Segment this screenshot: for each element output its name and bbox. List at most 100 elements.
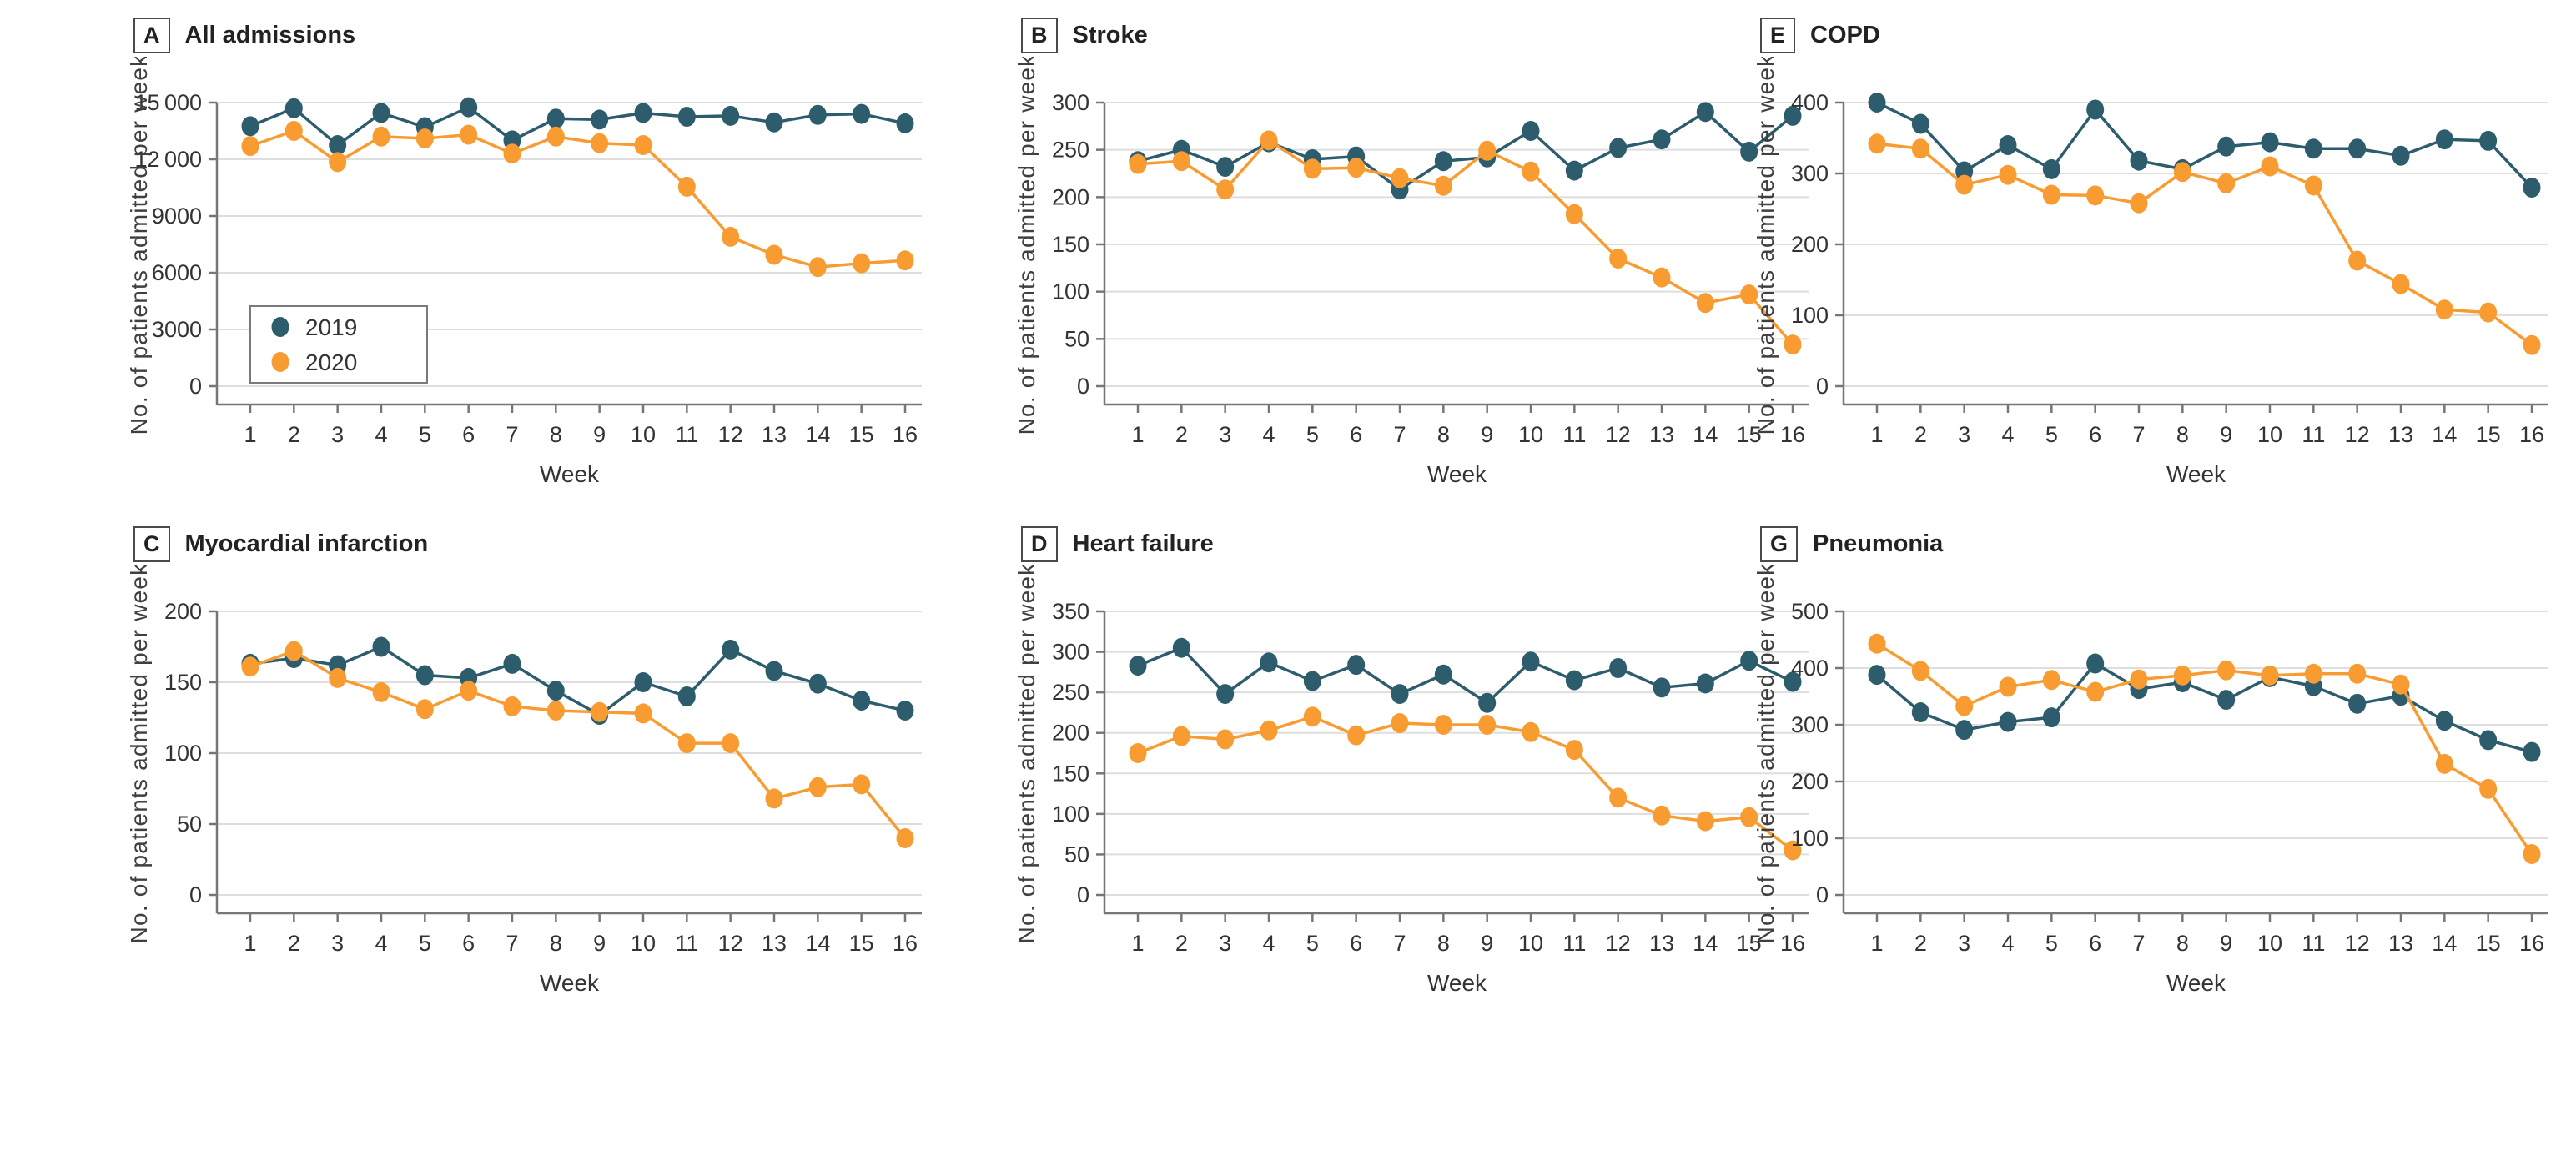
x-tick-label: 14 (2432, 931, 2457, 956)
data-point-2020-week-16 (1784, 840, 1802, 861)
y-tick-label: 50 (1064, 842, 1089, 867)
data-point-2019-week-6 (1347, 655, 1366, 676)
data-point-2019-week-3 (1216, 157, 1235, 178)
y-tick-label: 100 (1791, 826, 1829, 851)
data-point-2019-week-15 (2479, 730, 2498, 751)
data-point-2020-week-1 (1129, 743, 1147, 763)
data-point-2019-week-5 (2042, 158, 2060, 179)
series-line-2019 (1876, 101, 2533, 189)
x-tick-label: 14 (1693, 931, 1718, 956)
y-tick-label: 100 (164, 741, 202, 766)
series-line-2020 (249, 129, 906, 269)
data-point-2019-week-12 (1609, 138, 1628, 158)
x-tick-label: 9 (2220, 422, 2232, 447)
data-point-2019-week-14 (1696, 102, 1714, 123)
y-tick-label: 300 (1052, 90, 1089, 115)
panel-stroke: B Stroke 0 50 100 150 200 250 300 1 2 3 4 5 6 7 8 9 10 11… (1013, 13, 1830, 502)
x-tick-label: 1 (1131, 931, 1144, 956)
y-tick-label: 100 (1791, 303, 1829, 328)
x-tick-label: 4 (1262, 931, 1275, 956)
data-point-2019-week-16 (896, 113, 914, 133)
data-point-2019-week-14 (1696, 673, 1714, 694)
x-tick-label: 7 (506, 931, 518, 956)
data-point-2019-week-12 (722, 105, 740, 126)
y-tick-label: 0 (1077, 374, 1089, 399)
panel-copd: E COPD 0 100 200 300 400 1 2 3 4 5 6 7 8 9 10 11 12 13 14 1… (1752, 13, 2569, 502)
x-tick-label: 9 (593, 931, 606, 956)
y-tick-label: 200 (1052, 721, 1089, 746)
data-point-2020-week-6 (2086, 185, 2105, 206)
data-point-2019-week-10 (1522, 121, 1540, 141)
panel-letter-badge: A (133, 17, 170, 53)
legend-marker-2020 (271, 352, 289, 372)
data-point-2020-week-7 (2130, 193, 2148, 214)
data-point-2019-week-11 (677, 107, 696, 127)
data-point-2019-week-15 (853, 691, 871, 711)
x-tick-label: 13 (2388, 422, 2413, 447)
x-tick-label: 12 (1606, 931, 1631, 956)
x-tick-label: 8 (550, 931, 562, 956)
data-point-2019-week-4 (1999, 711, 2017, 732)
data-point-2019-week-13 (1653, 677, 1671, 698)
data-point-2019-week-16 (2523, 741, 2541, 762)
data-point-2019-week-11 (677, 686, 696, 706)
x-tick-label: 2 (1175, 931, 1188, 956)
x-tick-label: 3 (1219, 931, 1231, 956)
y-tick-label: 250 (1052, 138, 1089, 163)
data-point-2019-week-7 (1391, 684, 1409, 705)
data-point-2020-week-14 (808, 257, 827, 278)
y-axis-title: No. of patients admitted per week (1014, 565, 1039, 943)
x-tick-label: 1 (1131, 422, 1144, 447)
x-tick-label: 7 (506, 422, 518, 447)
x-tick-label: 13 (1649, 422, 1674, 447)
x-tick-label: 4 (2001, 422, 2014, 447)
data-point-2020-week-9 (591, 133, 609, 153)
y-tick-label: 50 (177, 812, 202, 837)
data-point-2020-week-9 (591, 701, 609, 722)
data-point-2019-week-2 (284, 98, 303, 118)
data-point-2020-week-3 (1216, 179, 1235, 200)
data-point-2019-week-4 (372, 103, 390, 123)
data-point-2019-week-3 (1955, 720, 1974, 741)
data-point-2019-week-16 (1784, 105, 1802, 126)
y-tick-label: 400 (1791, 656, 1829, 681)
series-line-2020 (1876, 642, 2533, 856)
data-point-2019-week-12 (722, 639, 740, 660)
data-point-2020-week-13 (2392, 674, 2410, 695)
data-point-2019-week-11 (1565, 160, 1583, 181)
data-point-2019-week-16 (896, 701, 914, 721)
x-tick-label: 13 (2388, 931, 2413, 956)
y-tick-label: 350 (1052, 599, 1089, 624)
y-tick-label: 250 (1052, 680, 1089, 705)
x-tick-label: 2 (1175, 422, 1188, 447)
data-point-2020-week-10 (2261, 156, 2279, 177)
data-point-2020-week-3 (1955, 696, 1974, 716)
data-point-2020-week-9 (1478, 715, 1497, 735)
y-tick-label: 300 (1052, 640, 1089, 665)
data-point-2020-week-5 (415, 128, 434, 149)
data-point-2020-week-2 (1911, 661, 1929, 681)
data-point-2020-week-7 (2130, 669, 2148, 690)
panel-heart-failure: D Heart failure 0 50 100 150 200 250 300 350 1 2 3… (1013, 522, 1830, 1011)
data-point-2020-week-9 (2217, 173, 2236, 194)
x-tick-label: 9 (1481, 931, 1493, 956)
data-point-2020-week-4 (1260, 130, 1278, 151)
data-point-2020-week-10 (1522, 161, 1540, 182)
data-point-2020-week-13 (765, 244, 783, 265)
x-tick-label: 11 (1562, 931, 1586, 956)
data-point-2020-week-14 (808, 777, 827, 797)
x-tick-label: 4 (375, 931, 387, 956)
y-tick-label: 150 (164, 670, 202, 695)
data-point-2020-week-15 (853, 253, 871, 274)
data-point-2020-week-4 (372, 681, 390, 702)
x-tick-label: 14 (805, 422, 830, 447)
x-tick-label: 1 (1870, 422, 1883, 447)
data-point-2020-week-6 (460, 681, 478, 701)
data-point-2019-week-14 (2435, 711, 2453, 731)
data-point-2020-week-8 (2173, 162, 2191, 183)
data-point-2020-week-2 (1172, 151, 1190, 172)
x-tick-label: 6 (462, 422, 475, 447)
data-point-2019-week-9 (591, 109, 609, 130)
panel-pneumonia: G Pneumonia 0 100 200 300 400 500 1 2 3 4 5 6 7 8 9 10 1… (1752, 522, 2569, 1011)
